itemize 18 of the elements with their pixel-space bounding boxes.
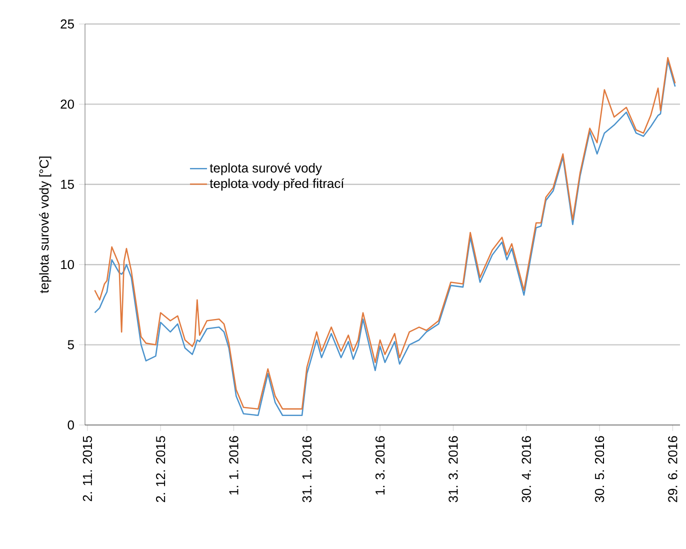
- y-tick-label: 25: [60, 19, 74, 29]
- x-tick-label: 30. 5. 2016: [594, 436, 604, 502]
- legend-label: teplota vody před fitrací: [210, 178, 344, 191]
- y-tick-label: 15: [61, 180, 74, 189]
- x-tick-label: 1. 3. 2016: [375, 436, 385, 495]
- x-tick-label: 29. 6. 2016: [668, 436, 678, 502]
- x-tick-label: 1. 1. 2016: [229, 436, 238, 495]
- x-tick-label: 31. 3. 2016: [448, 436, 458, 502]
- x-tick-label: 2. 11. 2015: [82, 436, 92, 502]
- y-tick-label: 0: [68, 420, 74, 430]
- legend-label: teplota surové vody: [210, 162, 322, 176]
- y-axis-title: teplota surové vody [°C]: [39, 156, 52, 294]
- x-tick-label: 31. 1. 2016: [302, 436, 312, 502]
- x-tick-label: 2. 12. 2015: [156, 436, 166, 502]
- y-tick-label: 5: [68, 340, 74, 350]
- y-tick-label: 10: [61, 260, 74, 270]
- x-tick-label: 30. 4. 2016: [522, 436, 531, 502]
- y-tick-label: 20: [60, 100, 74, 109]
